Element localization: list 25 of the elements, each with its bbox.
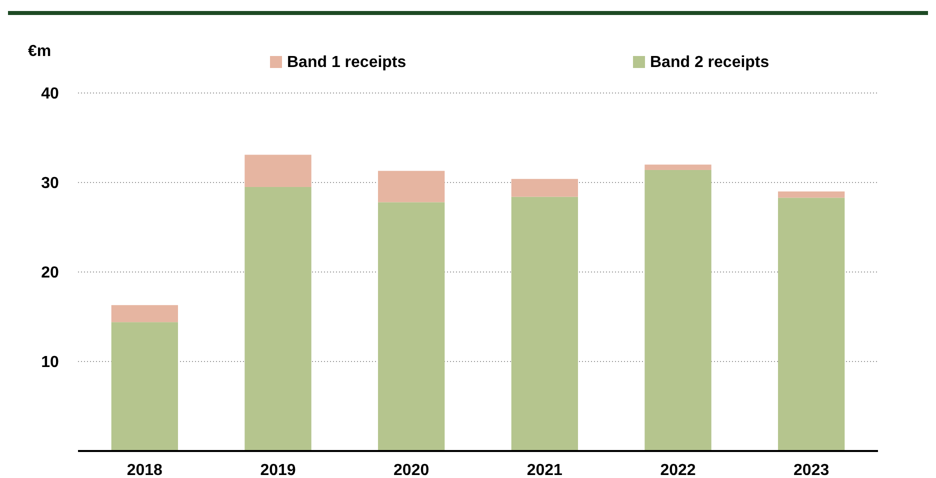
x-tick-label: 2021 <box>526 462 563 478</box>
bar <box>378 170 445 202</box>
bar <box>511 178 578 197</box>
bar <box>778 198 845 451</box>
legend-label: Band 2 receipts <box>650 54 770 71</box>
x-tick-label: 2020 <box>394 462 430 478</box>
y-tick-label: 30 <box>41 175 59 192</box>
bar <box>378 202 445 451</box>
y-tick-label: 20 <box>41 264 59 282</box>
y-tick-label: 10 <box>41 354 59 372</box>
bar <box>111 322 178 451</box>
bar <box>111 305 178 322</box>
y-axis-title: €m <box>28 43 52 60</box>
bar <box>644 164 712 170</box>
x-tick-label: 2019 <box>260 462 296 478</box>
bar <box>244 186 312 451</box>
y-tick-label: 40 <box>41 86 59 103</box>
bar <box>778 191 845 198</box>
legend-label: Band 1 receipts <box>287 54 406 71</box>
bar <box>511 196 578 451</box>
bar <box>644 170 712 451</box>
x-tick-label: 2022 <box>660 462 696 478</box>
x-tick-label: 2023 <box>794 462 830 478</box>
bar <box>244 154 312 187</box>
x-tick-label: 2018 <box>126 462 163 478</box>
